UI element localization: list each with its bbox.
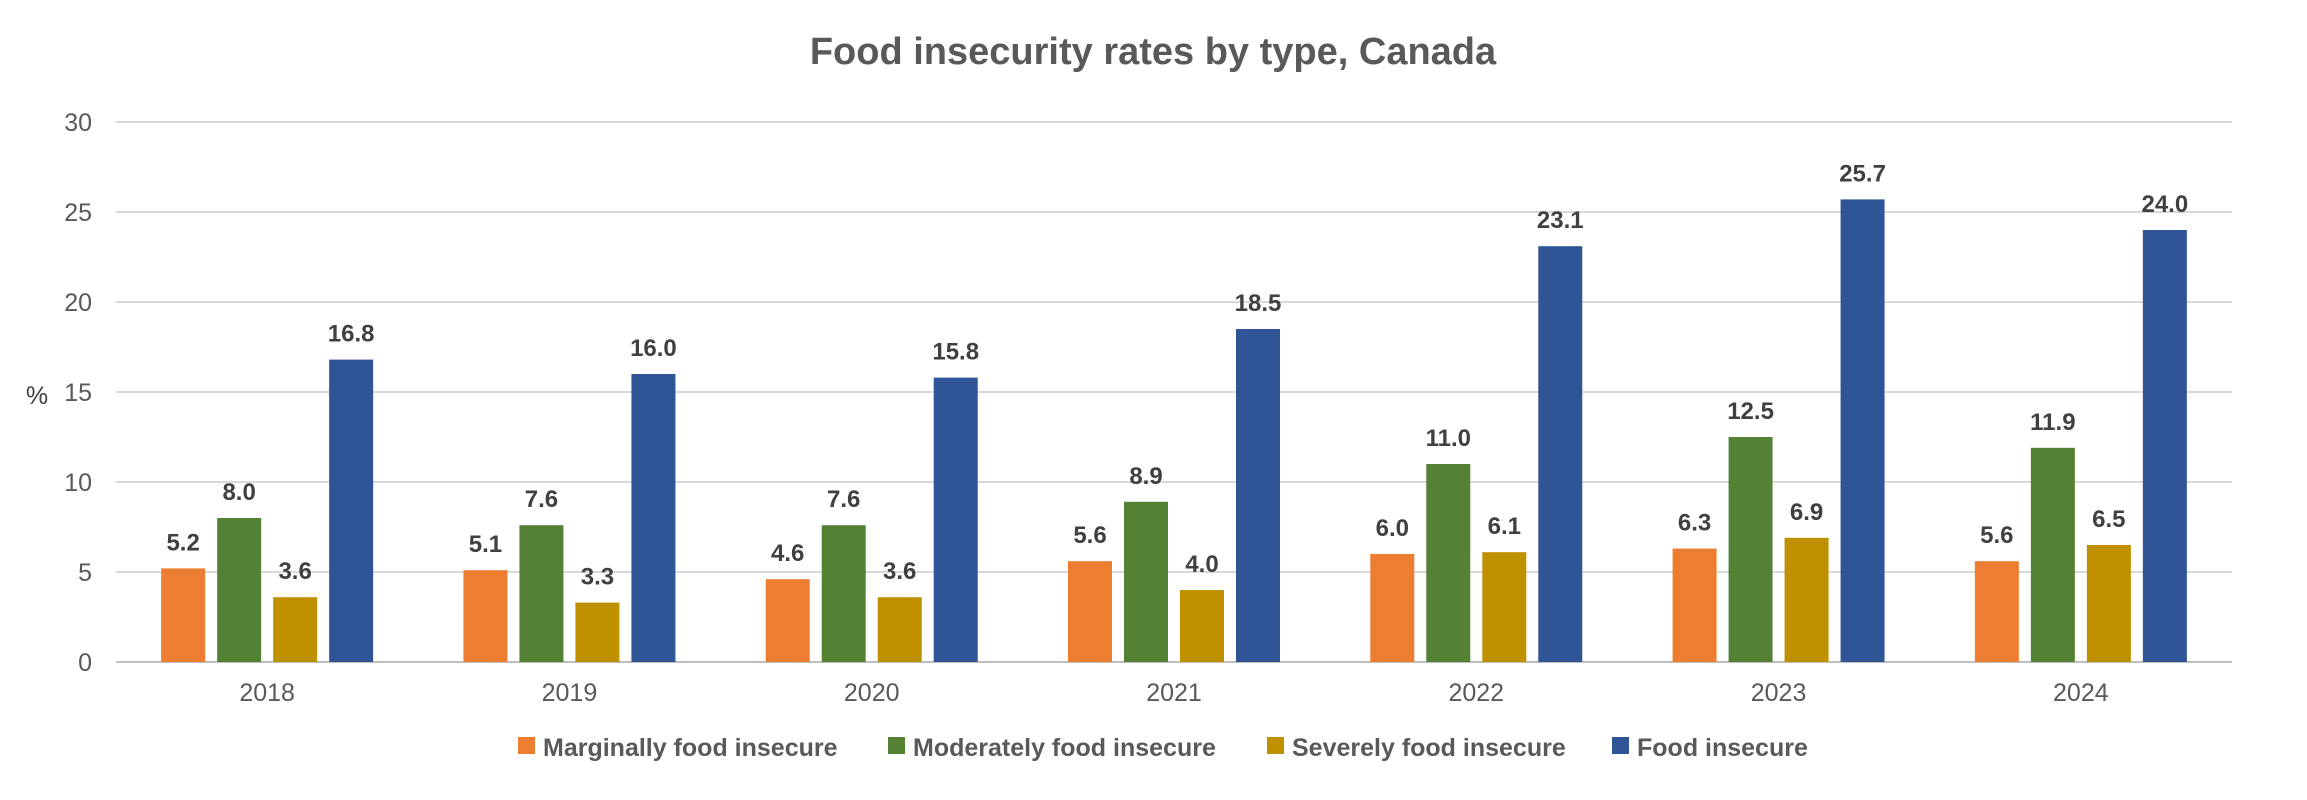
data-label: 11.0 (1426, 425, 1471, 452)
y-tick-label: 5 (78, 559, 92, 587)
bar (631, 374, 676, 662)
legend-item: Marginally food insecure (518, 734, 838, 762)
bar (1728, 437, 1773, 662)
gridlines (116, 121, 2232, 663)
data-label: 16.8 (328, 321, 375, 348)
bar (1784, 537, 1829, 662)
legend-label: Food insecure (1637, 734, 1808, 762)
data-label: 6.3 (1678, 510, 1711, 537)
bar (1068, 561, 1112, 662)
bar (1426, 464, 1471, 662)
legend-swatch (518, 737, 535, 754)
data-label: 5.2 (166, 529, 199, 556)
y-tick-label: 15 (64, 379, 92, 407)
x-tick-label: 2021 (1146, 679, 1202, 707)
bar (1236, 329, 1280, 662)
bar (933, 377, 978, 662)
data-label: 23.1 (1537, 207, 1584, 234)
y-axis-label: % (26, 382, 48, 410)
y-axis-ticks: 0 5 10 15 20 25 30 (64, 109, 92, 677)
x-tick-label: 2018 (239, 679, 295, 707)
data-label: 7.6 (827, 486, 860, 513)
legend-swatch (1612, 737, 1629, 754)
data-label: 25.7 (1839, 160, 1886, 187)
bar (2030, 447, 2075, 662)
bar (273, 597, 318, 662)
bar (1370, 554, 1415, 662)
legend-item: Food insecure (1612, 734, 1808, 762)
data-label: 12.5 (1727, 398, 1774, 425)
data-label: 6.5 (2092, 506, 2125, 533)
legend-swatch (888, 737, 905, 754)
y-tick-label: 10 (64, 469, 92, 497)
bar (877, 597, 922, 662)
data-label: 8.0 (222, 479, 255, 506)
x-tick-label: 2020 (844, 679, 900, 707)
legend-item: Moderately food insecure (888, 734, 1216, 762)
y-tick-label: 30 (64, 109, 92, 137)
data-label: 3.3 (581, 564, 614, 591)
data-label: 4.6 (771, 540, 804, 567)
bar (1482, 552, 1527, 662)
data-label: 5.1 (469, 531, 502, 558)
data-label: 6.9 (1790, 499, 1823, 526)
data-label: 24.0 (2141, 191, 2188, 218)
legend-swatch (1267, 737, 1284, 754)
y-tick-label: 0 (78, 649, 92, 677)
data-label: 6.1 (1488, 513, 1521, 540)
bar (519, 525, 564, 662)
bar (161, 568, 206, 662)
x-tick-label: 2022 (1448, 679, 1504, 707)
data-label: 6.0 (1376, 515, 1409, 542)
x-axis-ticks: 2018 2019 2020 2021 2022 2023 2024 (239, 679, 2108, 707)
data-label: 18.5 (1235, 290, 1282, 317)
x-tick-label: 2024 (2053, 679, 2109, 707)
data-label: 3.6 (883, 558, 916, 585)
bar (217, 518, 262, 662)
y-tick-label: 20 (64, 289, 92, 317)
bar (1180, 590, 1224, 662)
data-labels: 5.2 8.0 3.6 16.8 5.1 7.6 3.3 16.0 4.6 7.6 3.6 15.8 5… (166, 160, 2188, 590)
x-tick-label: 2023 (1751, 679, 1807, 707)
y-tick-label: 25 (64, 199, 92, 227)
data-label: 4.0 (1185, 551, 1218, 578)
bar (765, 579, 810, 662)
legend-label: Moderately food insecure (913, 734, 1216, 762)
bar (1124, 501, 1168, 662)
bar (329, 359, 374, 662)
legend-label: Severely food insecure (1292, 734, 1566, 762)
bar (2086, 545, 2131, 662)
bar (575, 602, 620, 662)
data-label: 8.9 (1129, 463, 1162, 490)
bars (161, 199, 2187, 662)
legend: Marginally food insecure Moderately food … (518, 734, 1808, 762)
bar (1974, 561, 2019, 662)
bar (463, 570, 508, 662)
data-label: 16.0 (630, 335, 677, 362)
bar (1672, 548, 1717, 662)
data-label: 15.8 (932, 339, 979, 366)
bar (1840, 199, 1885, 662)
bar (1538, 246, 1583, 662)
legend-item: Severely food insecure (1267, 734, 1566, 762)
x-tick-label: 2019 (542, 679, 598, 707)
data-label: 7.6 (525, 486, 558, 513)
bar (2142, 230, 2187, 662)
data-label: 11.9 (2030, 409, 2075, 436)
legend-label: Marginally food insecure (543, 734, 838, 762)
data-label: 3.6 (278, 558, 311, 585)
data-label: 5.6 (1980, 522, 2013, 549)
chart-title: Food insecurity rates by type, Canada (810, 31, 1497, 73)
data-label: 5.6 (1073, 522, 1106, 549)
bar (821, 525, 866, 662)
